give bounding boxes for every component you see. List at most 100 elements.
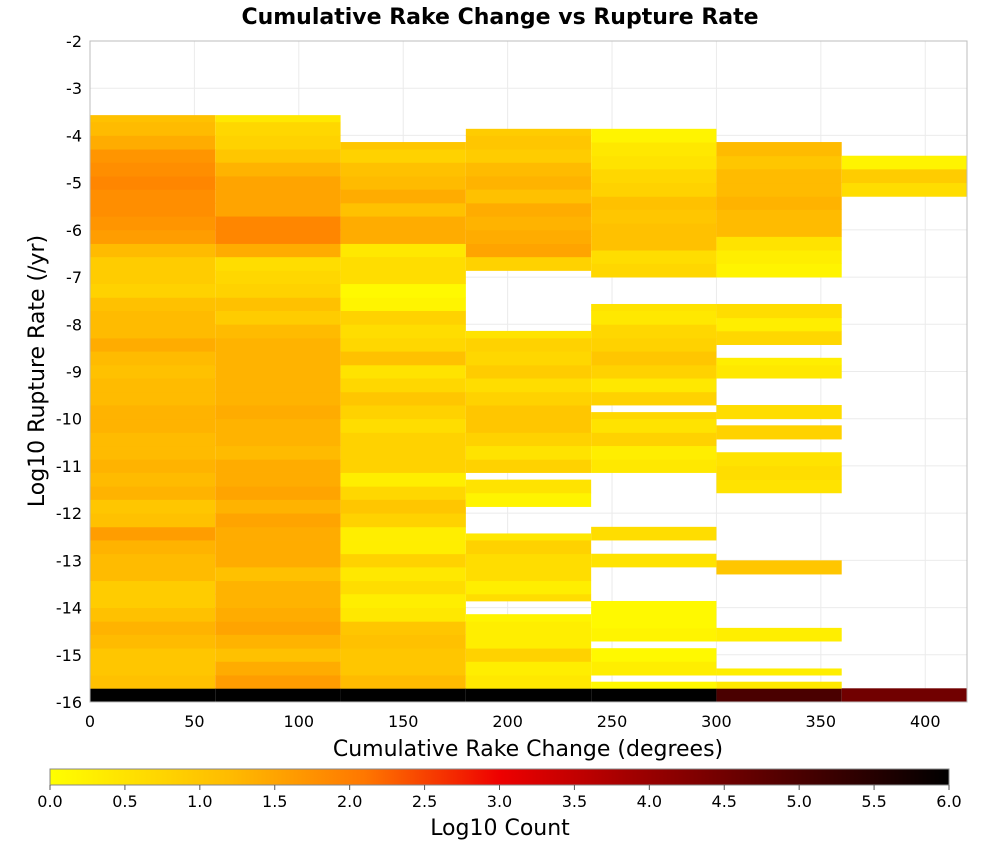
colorbar-tick-label: 4.5	[712, 792, 737, 811]
y-tick-label: -16	[56, 693, 82, 712]
heatmap-cell	[340, 553, 466, 568]
heatmap-cell	[716, 182, 842, 197]
heatmap-cell	[215, 580, 341, 595]
heatmap-cell	[215, 391, 341, 406]
heatmap-cell	[465, 432, 592, 447]
heatmap-cell	[90, 445, 216, 460]
heatmap-cell	[465, 688, 592, 703]
heatmap-cell	[465, 553, 592, 568]
heatmap-cell	[215, 310, 341, 325]
heatmap-cell	[215, 418, 341, 433]
y-tick-label: -9	[66, 363, 82, 382]
heatmap-cell	[716, 560, 842, 575]
heatmap-cell	[215, 648, 341, 662]
heatmap-cell	[215, 445, 341, 460]
heatmap-cell	[841, 168, 967, 184]
heatmap-cell	[465, 189, 592, 204]
y-tick-label: -4	[66, 126, 82, 145]
heatmap-cell	[215, 229, 341, 244]
x-axis-ticks: 0 50 100 150 200 250 300 350 400	[85, 712, 941, 731]
heatmap-cell	[215, 661, 341, 676]
heatmap-cell	[340, 310, 466, 325]
heatmap-cell	[340, 351, 466, 366]
heatmap-cell	[215, 526, 341, 541]
heatmap-cell	[215, 270, 341, 285]
heatmap-cell	[716, 263, 842, 278]
heatmap-cell	[90, 115, 216, 123]
y-axis-label: Log10 Rupture Rate (/yr)	[25, 235, 50, 507]
heatmap-cells	[90, 115, 967, 703]
heatmap-cell	[465, 351, 592, 366]
heatmap-cell	[340, 229, 466, 244]
heatmap-cell	[340, 216, 466, 231]
heatmap-cell	[465, 445, 592, 460]
heatmap-cell	[465, 661, 592, 676]
heatmap-cell	[340, 364, 466, 379]
heatmap-cell	[90, 270, 216, 285]
heatmap-cell	[591, 661, 717, 676]
heatmap-cell	[90, 634, 216, 649]
heatmap-cell	[591, 688, 717, 703]
y-tick-label: -10	[56, 410, 82, 429]
heatmap-cell	[465, 566, 592, 582]
heatmap-cell	[716, 681, 842, 689]
heatmap-cell	[215, 499, 341, 514]
colorbar	[49, 768, 950, 786]
heatmap-cell	[716, 465, 842, 481]
heatmap-cell	[90, 486, 216, 500]
heatmap-cell	[591, 142, 717, 157]
heatmap-cell	[465, 256, 592, 271]
heatmap-cell	[465, 533, 592, 541]
heatmap-cell	[340, 593, 466, 608]
heatmap-cell	[465, 391, 592, 406]
x-tick-label: 50	[184, 712, 204, 731]
heatmap-cell	[841, 155, 967, 170]
heatmap-cell	[215, 432, 341, 447]
heatmap-cell	[591, 310, 717, 325]
heatmap-cell	[591, 182, 717, 197]
heatmap-cell	[591, 223, 717, 237]
heatmap-cell	[340, 432, 466, 447]
heatmap-cell	[90, 162, 216, 177]
heatmap-cell	[465, 648, 592, 662]
heatmap-cell	[716, 405, 842, 420]
heatmap-cell	[591, 155, 717, 170]
heatmap-cell	[591, 250, 717, 264]
heatmap-cell	[340, 418, 466, 433]
heatmap-cell	[465, 162, 592, 177]
heatmap-cell	[591, 432, 717, 447]
x-tick-label: 400	[910, 712, 941, 731]
chart-title: Cumulative Rake Change vs Rupture Rate	[241, 5, 758, 30]
heatmap-cell	[215, 621, 341, 635]
heatmap-cell	[215, 607, 341, 622]
heatmap-cell	[90, 297, 216, 311]
heatmap-cell	[215, 256, 341, 271]
heatmap-cell	[340, 270, 466, 285]
heatmap-cell	[90, 256, 216, 271]
heatmap-cell	[340, 149, 466, 163]
heatmap-cell	[591, 128, 717, 143]
heatmap-cell	[591, 553, 717, 568]
heatmap-cell	[465, 135, 592, 150]
heatmap-cell	[716, 303, 842, 319]
heatmap-cell	[716, 425, 842, 440]
heatmap-cell	[591, 445, 717, 460]
colorbar-tick-label: 5.0	[786, 792, 811, 811]
heatmap-cell	[215, 513, 341, 528]
heatmap-cell	[340, 486, 466, 500]
heatmap-cell	[340, 297, 466, 311]
heatmap-cell	[465, 492, 592, 507]
heatmap-cell	[90, 149, 216, 163]
y-tick-label: -11	[56, 457, 82, 476]
heatmap-cell	[90, 364, 216, 379]
heatmap-cell	[716, 479, 842, 494]
heatmap-cell	[340, 337, 466, 352]
heatmap-cell	[215, 472, 341, 487]
heatmap-cell	[465, 675, 592, 689]
y-tick-label: -13	[56, 551, 82, 570]
heatmap-cell	[90, 229, 216, 244]
y-tick-label: -8	[66, 315, 82, 334]
heatmap-cell	[340, 378, 466, 393]
heatmap-cell	[90, 593, 216, 608]
